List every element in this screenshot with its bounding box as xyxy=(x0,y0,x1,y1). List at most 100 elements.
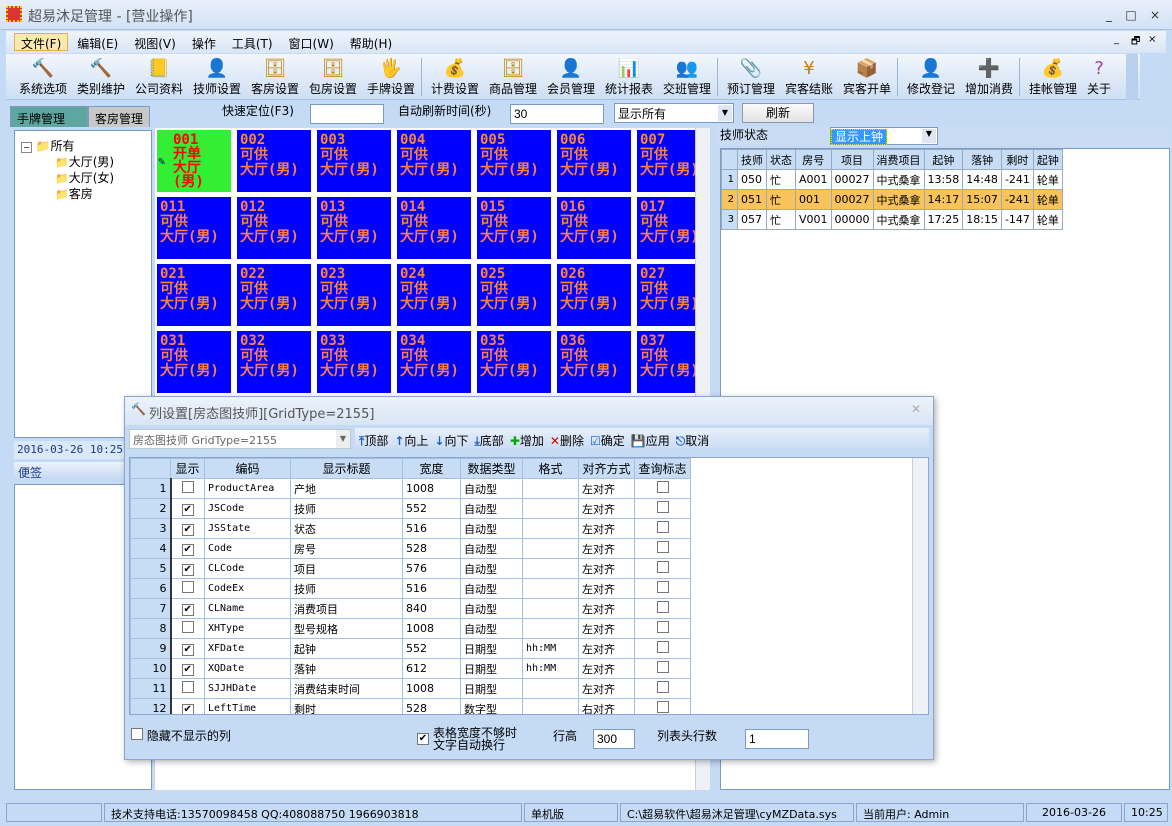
column-header[interactable]: 查询标志 xyxy=(634,458,691,479)
room-tile[interactable]: 001 开单 大厅(男) ✎ xyxy=(157,130,231,192)
room-tile[interactable]: 002 可供 大厅(男) xyxy=(237,130,311,192)
query-flag-cell[interactable] xyxy=(634,578,691,599)
checkbox-icon[interactable] xyxy=(656,521,669,533)
query-flag-cell[interactable] xyxy=(634,538,691,559)
checkbox-checked-icon[interactable]: ✔ xyxy=(181,523,194,536)
table-row[interactable]: 5 ✔ CLCode 项目 576 自动型 左对齐 xyxy=(130,558,691,579)
toolbar-button-hammer[interactable]: 🔨 系统选项 xyxy=(14,56,72,100)
show-checkbox-cell[interactable]: ✔ xyxy=(170,498,205,519)
room-tile[interactable]: 035 可供 大厅(男) xyxy=(477,331,551,393)
room-tile[interactable]: 017 可供 大厅(男) xyxy=(637,197,695,259)
room-tile[interactable]: 025 可供 大厅(男) xyxy=(477,264,551,326)
menu-item[interactable]: 文件(F) xyxy=(14,33,69,51)
toolbar-button-chart[interactable]: 📊 统计报表 xyxy=(600,56,658,100)
checkbox-checked-icon[interactable]: ✔ xyxy=(181,563,194,576)
tree-root[interactable]: − 📁所有 xyxy=(21,137,75,154)
table-row[interactable]: 1 050 忙 A001 00027 中式桑拿 13:58 14:48 -241 轮单 xyxy=(721,169,1063,190)
table-row[interactable]: 8 XHType 型号规格 1008 自动型 左对齐 xyxy=(130,618,691,639)
query-flag-cell[interactable] xyxy=(634,518,691,539)
column-header[interactable]: 剩时 xyxy=(1000,149,1034,170)
filter-select[interactable]: 显示所有 ▼ xyxy=(614,103,734,123)
show-checkbox-cell[interactable]: ✔ xyxy=(170,518,205,539)
column-header[interactable] xyxy=(130,458,171,479)
checkbox-icon[interactable] xyxy=(181,621,194,633)
checkbox-icon[interactable] xyxy=(656,681,669,693)
toolbar-button-edit-person[interactable]: 👤 修改登记 xyxy=(902,56,960,100)
checkbox-icon[interactable] xyxy=(656,541,669,553)
save-button[interactable]: 💾应用 xyxy=(631,432,670,449)
toolbar-button-book[interactable]: 📒 公司资料 xyxy=(130,56,188,100)
menu-item[interactable]: 帮助(H) xyxy=(349,37,393,51)
toolbar-button-box[interactable]: 📦 宾客开单 xyxy=(838,56,896,100)
room-tile[interactable]: 014 可供 大厅(男) xyxy=(397,197,471,259)
room-tile[interactable]: 007 可供 大厅(男) xyxy=(637,130,695,192)
checkbox-icon[interactable] xyxy=(181,581,194,593)
show-checkbox-cell[interactable]: ✔ xyxy=(170,598,205,619)
move-bottom-button[interactable]: ⤓底部 xyxy=(474,432,503,449)
checkbox-checked-icon[interactable]: ✔ xyxy=(181,703,194,715)
room-tile[interactable]: 005 可供 大厅(男) xyxy=(477,130,551,192)
table-row[interactable]: 3 ✔ JSState 状态 516 自动型 左对齐 xyxy=(130,518,691,539)
mdi-restore-button[interactable]: 🗗 xyxy=(1131,36,1141,47)
show-checkbox-cell[interactable] xyxy=(170,678,205,699)
room-tile[interactable]: 034 可供 大厅(男) xyxy=(397,331,471,393)
toolbar-button-room[interactable]: 🗄 包房设置 xyxy=(304,56,362,100)
dialog-close-button[interactable]: ✕ xyxy=(911,402,922,416)
checkbox-icon[interactable] xyxy=(656,701,669,713)
table-row[interactable]: 3 057 忙 V001 00000 中式桑拿 17:25 18:15 -147 轮单 xyxy=(721,209,1063,230)
checkbox-icon[interactable] xyxy=(181,681,194,693)
refresh-button[interactable]: 刷新 xyxy=(742,103,814,123)
tech-filter-select[interactable]: 显示上钟 ▼ xyxy=(830,127,938,145)
column-header[interactable]: 格式 xyxy=(522,458,579,479)
tree-item[interactable]: 📁大厅(男) xyxy=(55,153,114,169)
show-checkbox-cell[interactable]: ✔ xyxy=(170,558,205,579)
column-header[interactable]: 落钟 xyxy=(962,149,1002,170)
column-header[interactable]: 宽度 xyxy=(402,458,461,479)
table-row[interactable]: 7 ✔ CLName 消费项目 840 自动型 左对齐 xyxy=(130,598,691,619)
checkbox-checked-icon[interactable]: ✔ xyxy=(181,543,194,556)
checkbox-icon[interactable] xyxy=(656,501,669,513)
checkbox-checked-icon[interactable]: ✔ xyxy=(181,643,194,656)
table-row[interactable]: 11 SJJHDate 消费结束时间 1008 日期型 左对齐 xyxy=(130,678,691,699)
toolbar-button-money-bag[interactable]: 💰 挂帐管理 xyxy=(1024,56,1082,100)
header-rows-input[interactable] xyxy=(745,729,809,749)
menu-item[interactable]: 操作 xyxy=(191,37,216,51)
toolbar-button-card[interactable]: 🖐 手牌设置 xyxy=(362,56,420,100)
mdi-close-button[interactable]: × xyxy=(1148,34,1157,45)
column-header[interactable]: 状态 xyxy=(766,149,796,170)
column-header[interactable]: 起钟 xyxy=(923,149,964,170)
table-row[interactable]: 4 ✔ Code 房号 528 自动型 左对齐 xyxy=(130,538,691,559)
refresh-interval-input[interactable] xyxy=(510,104,604,124)
room-tile[interactable]: 037 可供 大厅(男) xyxy=(637,331,695,393)
row-height-input[interactable] xyxy=(593,729,635,749)
room-tile[interactable]: 031 可供 大厅(男) xyxy=(157,331,231,393)
hide-columns-checkbox[interactable]: 隐藏不显示的列 xyxy=(131,727,231,744)
room-tile[interactable]: 011 可供 大厅(男) xyxy=(157,197,231,259)
room-tile[interactable]: 004 可供 大厅(男) xyxy=(397,130,471,192)
query-flag-cell[interactable] xyxy=(634,658,691,679)
checkbox-icon[interactable] xyxy=(656,481,669,493)
column-header[interactable]: 显示 xyxy=(170,458,205,479)
query-flag-cell[interactable] xyxy=(634,478,691,499)
table-row[interactable]: 2 ✔ JSCode 技师 552 自动型 左对齐 xyxy=(130,498,691,519)
table-row[interactable]: 1 ProductArea 产地 1008 自动型 左对齐 xyxy=(130,478,691,499)
room-tile[interactable]: 033 可供 大厅(男) xyxy=(317,331,391,393)
checkbox-icon[interactable] xyxy=(656,621,669,633)
toolbar-button-money[interactable]: 💰 计费设置 xyxy=(426,56,484,100)
toolbar-button-person[interactable]: 👤 技师设置 xyxy=(188,56,246,100)
query-flag-cell[interactable] xyxy=(634,498,691,519)
tree-item[interactable]: 📁客房 xyxy=(55,185,114,201)
cancel-button[interactable]: ⎋取消 xyxy=(676,432,710,449)
table-row[interactable]: 2 051 忙 001 00027 中式桑拿 14:17 15:07 -241 轮单 xyxy=(721,189,1063,210)
room-tile[interactable]: 023 可供 大厅(男) xyxy=(317,264,391,326)
room-tile[interactable]: 013 可供 大厅(男) xyxy=(317,197,391,259)
move-up-button[interactable]: ↑向上 xyxy=(394,432,428,449)
table-row[interactable]: 10 ✔ XQDate 落钟 612 日期型 hh:MM 左对齐 xyxy=(130,658,691,679)
show-checkbox-cell[interactable] xyxy=(170,478,205,499)
checkbox-icon[interactable] xyxy=(656,581,669,593)
query-flag-cell[interactable] xyxy=(634,598,691,619)
toolbar-button-add[interactable]: ➕ 增加消费 xyxy=(960,56,1018,100)
collapse-icon[interactable]: − xyxy=(21,142,32,153)
room-tile[interactable]: 015 可供 大厅(男) xyxy=(477,197,551,259)
confirm-button[interactable]: ☑确定 xyxy=(590,432,625,449)
